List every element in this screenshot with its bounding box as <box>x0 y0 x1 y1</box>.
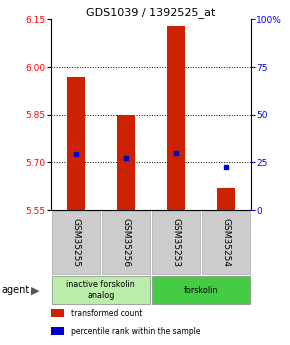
Bar <box>152 276 250 304</box>
Bar <box>217 188 235 210</box>
Bar <box>202 211 250 274</box>
Bar <box>167 26 184 210</box>
Bar <box>152 211 200 274</box>
Text: forskolin: forskolin <box>184 286 218 295</box>
Text: transformed count: transformed count <box>71 309 142 318</box>
Bar <box>52 211 100 274</box>
Bar <box>51 309 64 317</box>
Text: GSM35255: GSM35255 <box>71 218 80 267</box>
Text: inactive forskolin
analog: inactive forskolin analog <box>66 280 135 300</box>
Text: GSM35253: GSM35253 <box>171 218 180 267</box>
Text: percentile rank within the sample: percentile rank within the sample <box>71 327 200 336</box>
Bar <box>51 327 64 335</box>
Title: GDS1039 / 1392525_at: GDS1039 / 1392525_at <box>86 7 215 18</box>
Bar <box>117 115 135 210</box>
Bar <box>102 211 150 274</box>
Text: GSM35254: GSM35254 <box>221 218 230 267</box>
Text: ▶: ▶ <box>31 285 40 295</box>
Bar <box>67 77 84 210</box>
Text: agent: agent <box>1 285 30 295</box>
Bar <box>52 276 150 304</box>
Text: GSM35256: GSM35256 <box>121 218 130 267</box>
